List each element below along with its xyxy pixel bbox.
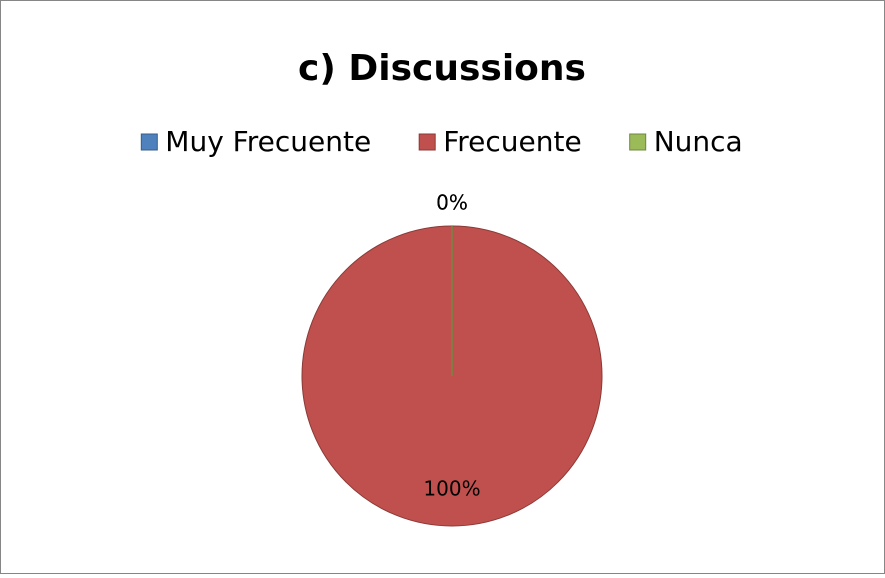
chart-title: c) Discussions (298, 48, 586, 89)
data-label: 0% (436, 191, 468, 215)
legend-swatch (418, 133, 436, 151)
legend-swatch (140, 133, 158, 151)
legend-item: Frecuente (418, 125, 582, 158)
legend-item: Nunca (629, 125, 743, 158)
data-label: 100% (423, 477, 480, 501)
data-label: 0% (436, 191, 468, 215)
legend-item: Muy Frecuente (140, 125, 371, 158)
legend-label: Muy Frecuente (165, 125, 371, 158)
legend-label: Nunca (654, 125, 743, 158)
legend-label: Frecuente (443, 125, 582, 158)
legend: Muy Frecuente Frecuente Nunca (140, 125, 743, 158)
legend-swatch (629, 133, 647, 151)
